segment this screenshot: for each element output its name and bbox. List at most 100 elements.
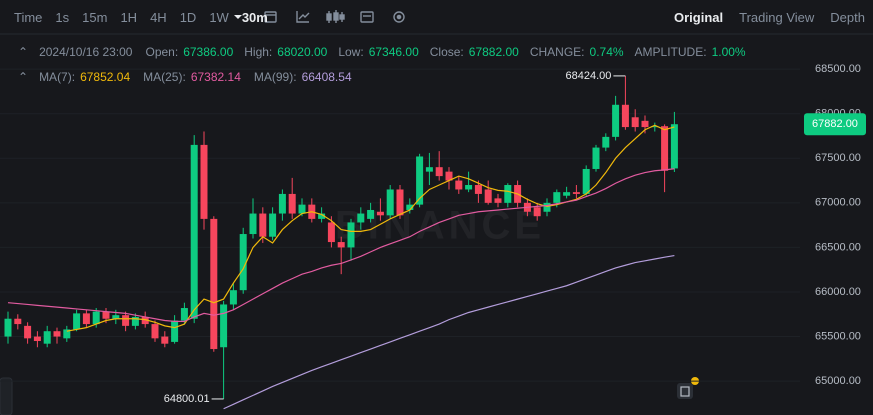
candle-body — [533, 207, 541, 217]
candle-body — [200, 144, 208, 219]
candle-body — [43, 331, 51, 344]
scroll-handle[interactable] — [0, 377, 13, 415]
candle-body — [141, 316, 149, 325]
view-tabs: Original Trading View Depth — [674, 8, 865, 26]
interval-bar: Time 1s 15m 1H 4H 1D 1W 30m — [14, 8, 268, 26]
candle-body — [435, 167, 443, 177]
candle-body — [602, 136, 610, 148]
candle-body — [4, 318, 12, 337]
y-tick-label: 66500.00 — [815, 241, 861, 253]
max-label: 68424.00 — [566, 70, 612, 82]
ma-line — [223, 254, 675, 410]
ma-line — [7, 168, 675, 323]
y-tick-label: 65500.00 — [815, 330, 861, 342]
interval-button[interactable]: 1s — [55, 9, 70, 25]
ma-label: MA(7): — [39, 70, 76, 84]
ma-label: MA(25): — [143, 70, 186, 84]
candle-body — [621, 104, 629, 128]
last-price-label: 67882.00 — [812, 118, 858, 130]
y-tick-label: 67000.00 — [815, 197, 861, 209]
y-tick-label: 67500.00 — [815, 152, 861, 164]
plot-area: BINANCE — [0, 68, 800, 410]
candle-body — [151, 324, 159, 339]
view-tab[interactable]: Depth — [830, 9, 865, 25]
candle-body — [14, 318, 22, 325]
candle-body — [131, 316, 139, 326]
candle-body — [661, 126, 669, 171]
info-label: Close: — [429, 45, 464, 59]
candle-body — [357, 213, 365, 223]
candle-body — [53, 331, 61, 337]
info-label: AMPLITUDE: — [634, 45, 707, 59]
candle-body — [572, 192, 580, 194]
ma-value: 67382.14 — [190, 70, 241, 84]
candle-body — [396, 189, 404, 216]
interval-button[interactable]: 15m — [82, 9, 108, 25]
candle-body — [631, 117, 639, 128]
candle-body — [641, 120, 649, 128]
candle-body — [229, 290, 237, 305]
candle-body — [73, 313, 81, 330]
last-price-box — [804, 113, 866, 136]
interval-button[interactable]: 1D — [179, 9, 197, 25]
candle-body — [347, 222, 355, 248]
view-tab[interactable]: Trading View — [739, 9, 815, 25]
ma-legend: ⌃ MA(7): 67852.04 MA(25): 67382.14 MA(99): 664… — [18, 68, 360, 86]
candle-body — [82, 313, 90, 325]
candle-body — [484, 189, 492, 203]
toolbar-icons — [264, 10, 405, 23]
candle-body — [543, 202, 551, 212]
candle-body — [190, 144, 198, 319]
ohlc-info: ⌃ 2024/10/16 23:00 Open: 67386.00 High: 68020… — [18, 43, 752, 61]
candle-body — [670, 124, 678, 169]
candle-body — [416, 156, 424, 205]
candle-body — [318, 213, 326, 219]
dropdown-arrow[interactable] — [234, 15, 242, 19]
candle-body — [249, 213, 257, 235]
watermark: BINANCE — [335, 204, 545, 248]
min-label: 64800.01 — [164, 393, 210, 405]
info-value: 1.00% — [711, 45, 746, 59]
candle-body — [406, 204, 414, 210]
collapse-icon[interactable]: ⌃ — [18, 45, 29, 59]
y-tick-label: 68500.00 — [815, 63, 861, 75]
interval-button[interactable]: Time — [14, 9, 43, 25]
candle-body — [553, 192, 561, 203]
collapse-icon[interactable]: ⌃ — [18, 70, 29, 84]
candle-body — [180, 308, 188, 321]
candle-body — [33, 336, 41, 342]
candle-body — [92, 311, 100, 325]
ma-value: 66408.54 — [301, 70, 352, 84]
interval-button[interactable]: 30m — [241, 9, 268, 25]
candle-body — [582, 168, 590, 194]
candle-body — [24, 325, 32, 339]
view-tab[interactable]: Original — [674, 9, 724, 25]
candle-body — [465, 185, 473, 190]
candle-body — [269, 213, 277, 237]
candle-body — [161, 336, 169, 344]
candle-body — [376, 211, 384, 216]
candle-body — [386, 189, 394, 216]
ma-value: 67852.04 — [80, 70, 131, 84]
candle-body — [210, 218, 218, 350]
candle-body — [612, 104, 620, 137]
candle-body — [504, 185, 512, 203]
candle-body — [455, 180, 463, 190]
info-value: 68020.00 — [277, 45, 328, 59]
interval-button[interactable]: 1W — [209, 9, 229, 25]
info-label: High: — [244, 45, 273, 59]
interval-button[interactable]: 1H — [120, 9, 138, 25]
interval-button[interactable]: 4H — [150, 9, 167, 25]
info-value: 0.74% — [589, 45, 624, 59]
info-label: Open: — [145, 45, 179, 59]
y-tick-label: 65000.00 — [815, 375, 861, 387]
candle-body — [563, 192, 571, 196]
candle-body — [298, 204, 306, 214]
candle-body — [327, 222, 335, 243]
candle-body — [651, 126, 659, 128]
candle-body — [425, 167, 433, 172]
candle-body — [337, 242, 345, 248]
info-value: 67882.00 — [468, 45, 519, 59]
bottom-icon[interactable] — [677, 377, 699, 399]
